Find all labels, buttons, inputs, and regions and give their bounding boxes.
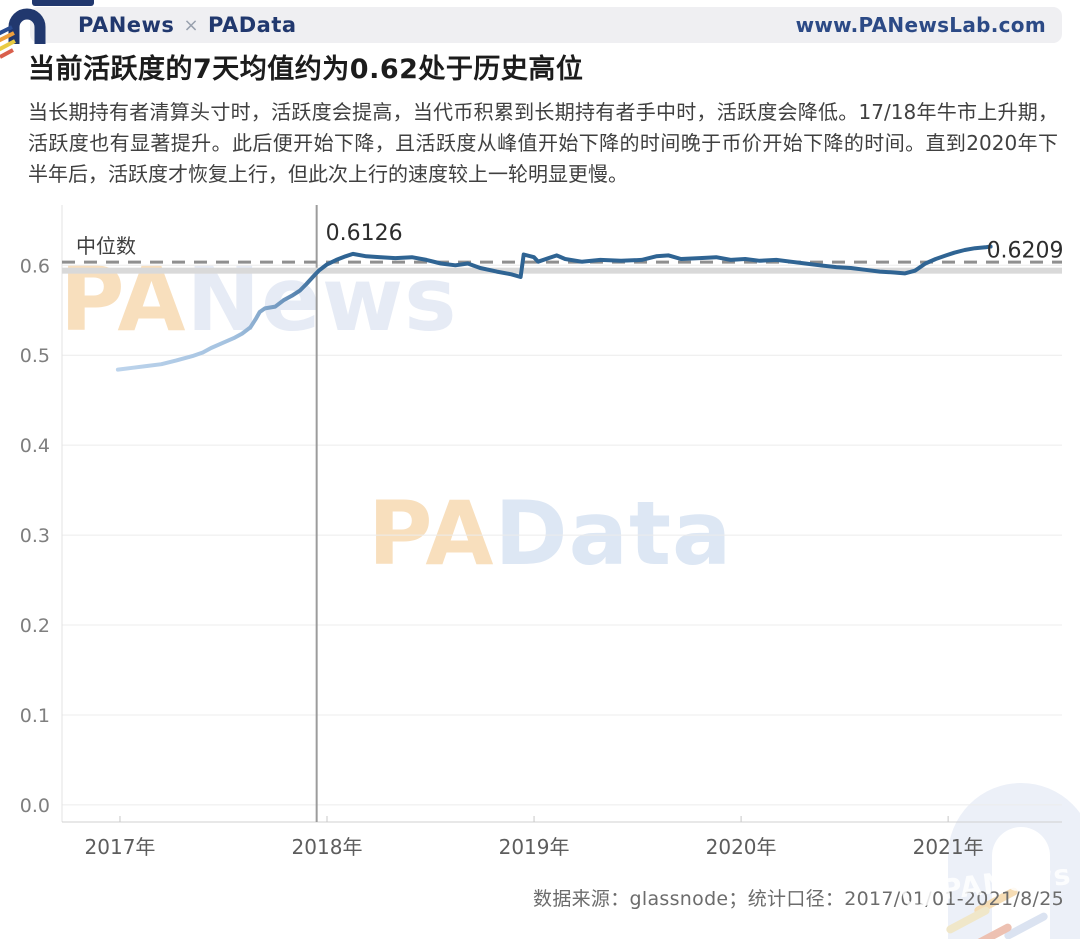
watermark-padata: PAData [368,490,732,578]
y-tick-label: 0.5 [20,345,50,367]
watermark-padata-data: Data [494,482,733,585]
x-tick-label: 2017年 [85,835,156,859]
logo-top-bar [32,0,94,6]
y-tick-label: 0.2 [20,615,50,637]
watermark-panews-pa: PA [60,248,187,351]
x-tick-label: 2020年 [706,835,777,859]
watermark-panews-news: News [186,248,458,351]
page-title: 当前活跃度的7天均值约为0.62处于历史高位 [28,54,584,85]
header-bar: PANews × PAData www.PANewsLab.com [30,7,1062,43]
y-tick-label: 0.0 [20,795,50,817]
brand-lockup: PANews × PAData [78,13,297,37]
peak-annotation: 0.6126 [326,221,403,246]
y-tick-label: 0.1 [20,705,50,727]
y-tick-label: 0.3 [20,525,50,547]
brand-padata: PAData [208,13,297,37]
watermark-ring-icon [901,876,935,910]
x-tick-label: 2018年 [292,835,363,859]
watermark-padata-pa: PA [368,482,495,585]
y-tick-label: 0.4 [20,435,50,457]
data-source-note: 数据来源：glassnode；统计口径：2017/01/01-2021/8/25 [533,888,1064,910]
x-tick-label: 2019年 [499,835,570,859]
latest-annotation: 0.6209 [987,238,1064,263]
y-tick-label: 0.6 [20,255,50,277]
brand-panews: PANews [78,13,175,37]
site-link[interactable]: www.PANewsLab.com [795,13,1046,37]
article-body: 当长期持有者清算头寸时，活跃度会提高，当代币积累到长期持有者手中时，活跃度会降低… [28,100,1058,186]
brand-separator: × [183,14,200,36]
watermark-panews: PANews [60,256,458,344]
panews-logo-icon [0,0,60,60]
